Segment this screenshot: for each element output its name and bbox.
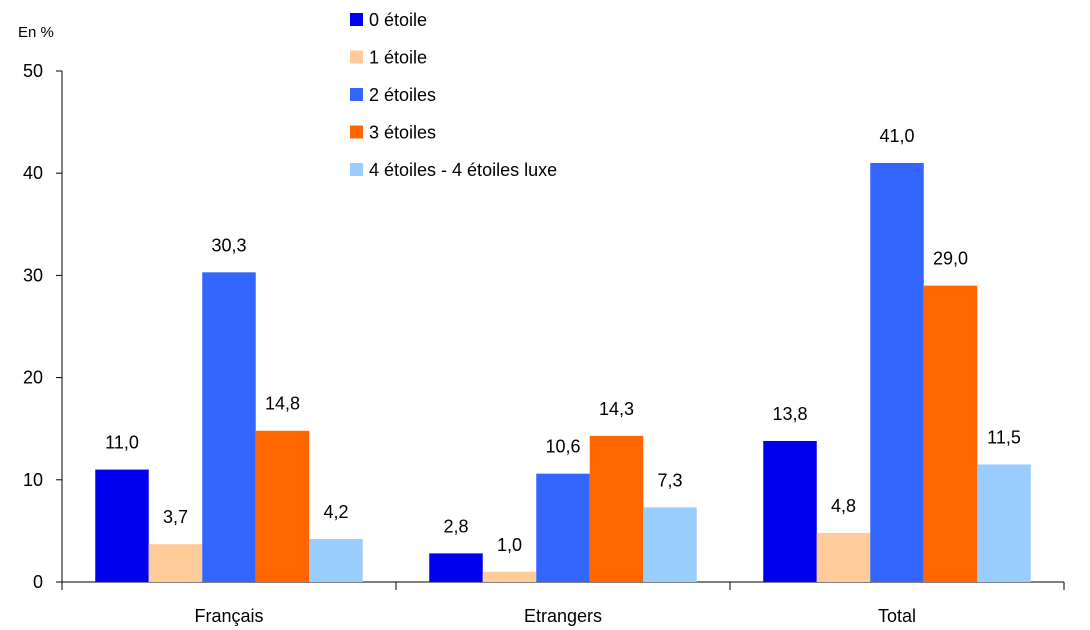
bar	[589, 435, 644, 582]
bars	[95, 162, 1031, 583]
legend-swatch	[350, 125, 363, 139]
y-tick-label: 10	[23, 470, 43, 490]
bar	[148, 544, 203, 582]
x-category-label: Français	[194, 606, 263, 626]
bar	[536, 473, 590, 582]
data-label: 4,2	[323, 502, 348, 522]
data-label: 13,8	[772, 404, 807, 424]
bar	[816, 532, 871, 582]
data-label: 30,3	[211, 235, 246, 255]
data-label: 10,6	[545, 437, 580, 457]
data-label: 1,0	[497, 535, 522, 555]
legend-swatch	[350, 50, 363, 64]
legend-label: 1 étoile	[369, 48, 427, 68]
bar	[870, 162, 924, 583]
bar	[977, 464, 1031, 582]
bar	[643, 507, 697, 582]
data-label: 3,7	[163, 507, 188, 527]
y-tick-label: 0	[33, 572, 43, 592]
y-unit-label: En %	[18, 24, 54, 41]
bar	[202, 272, 256, 582]
y-tick-label: 30	[23, 265, 43, 285]
data-label: 14,8	[265, 394, 300, 414]
legend-swatch	[350, 13, 363, 26]
x-category-label: Total	[878, 606, 916, 626]
data-labels: 11,0 3,7 30,3 14,8 4,2 2,8 1,0 10,6 14,3 7,3 13,8 4…	[105, 126, 1021, 555]
y-tick-label: 20	[23, 368, 43, 388]
data-label: 7,3	[657, 470, 682, 490]
y-tick-label: 50	[23, 61, 43, 81]
legend-swatch	[350, 163, 363, 176]
legend-label: 0 étoile	[369, 10, 427, 30]
legend-swatch	[350, 88, 363, 101]
bar	[429, 553, 483, 582]
bar	[923, 285, 978, 582]
legend-label: 4 étoiles - 4 étoiles luxe	[369, 160, 557, 180]
bar	[95, 469, 149, 582]
legend-label: 3 étoiles	[369, 123, 436, 143]
x-category-label: Etrangers	[524, 606, 602, 626]
data-label: 11,0	[105, 433, 139, 453]
bar	[309, 539, 363, 582]
bar	[482, 571, 537, 582]
data-label: 29,0	[933, 249, 968, 269]
data-label: 11,5	[987, 427, 1021, 447]
y-tick-label: 40	[23, 163, 43, 183]
data-label: 14,3	[599, 399, 634, 419]
legend: 0 étoile 1 étoile 2 étoiles 3 étoiles 4 étoi…	[350, 10, 557, 180]
data-label: 2,8	[443, 516, 468, 536]
data-label: 41,0	[879, 126, 914, 146]
axes: 0 10 20 30 40 50 Français Etrangers Total	[23, 61, 1065, 626]
data-label: 4,8	[831, 496, 856, 516]
bar	[763, 440, 817, 582]
legend-label: 2 étoiles	[369, 85, 436, 105]
bar	[255, 430, 310, 582]
